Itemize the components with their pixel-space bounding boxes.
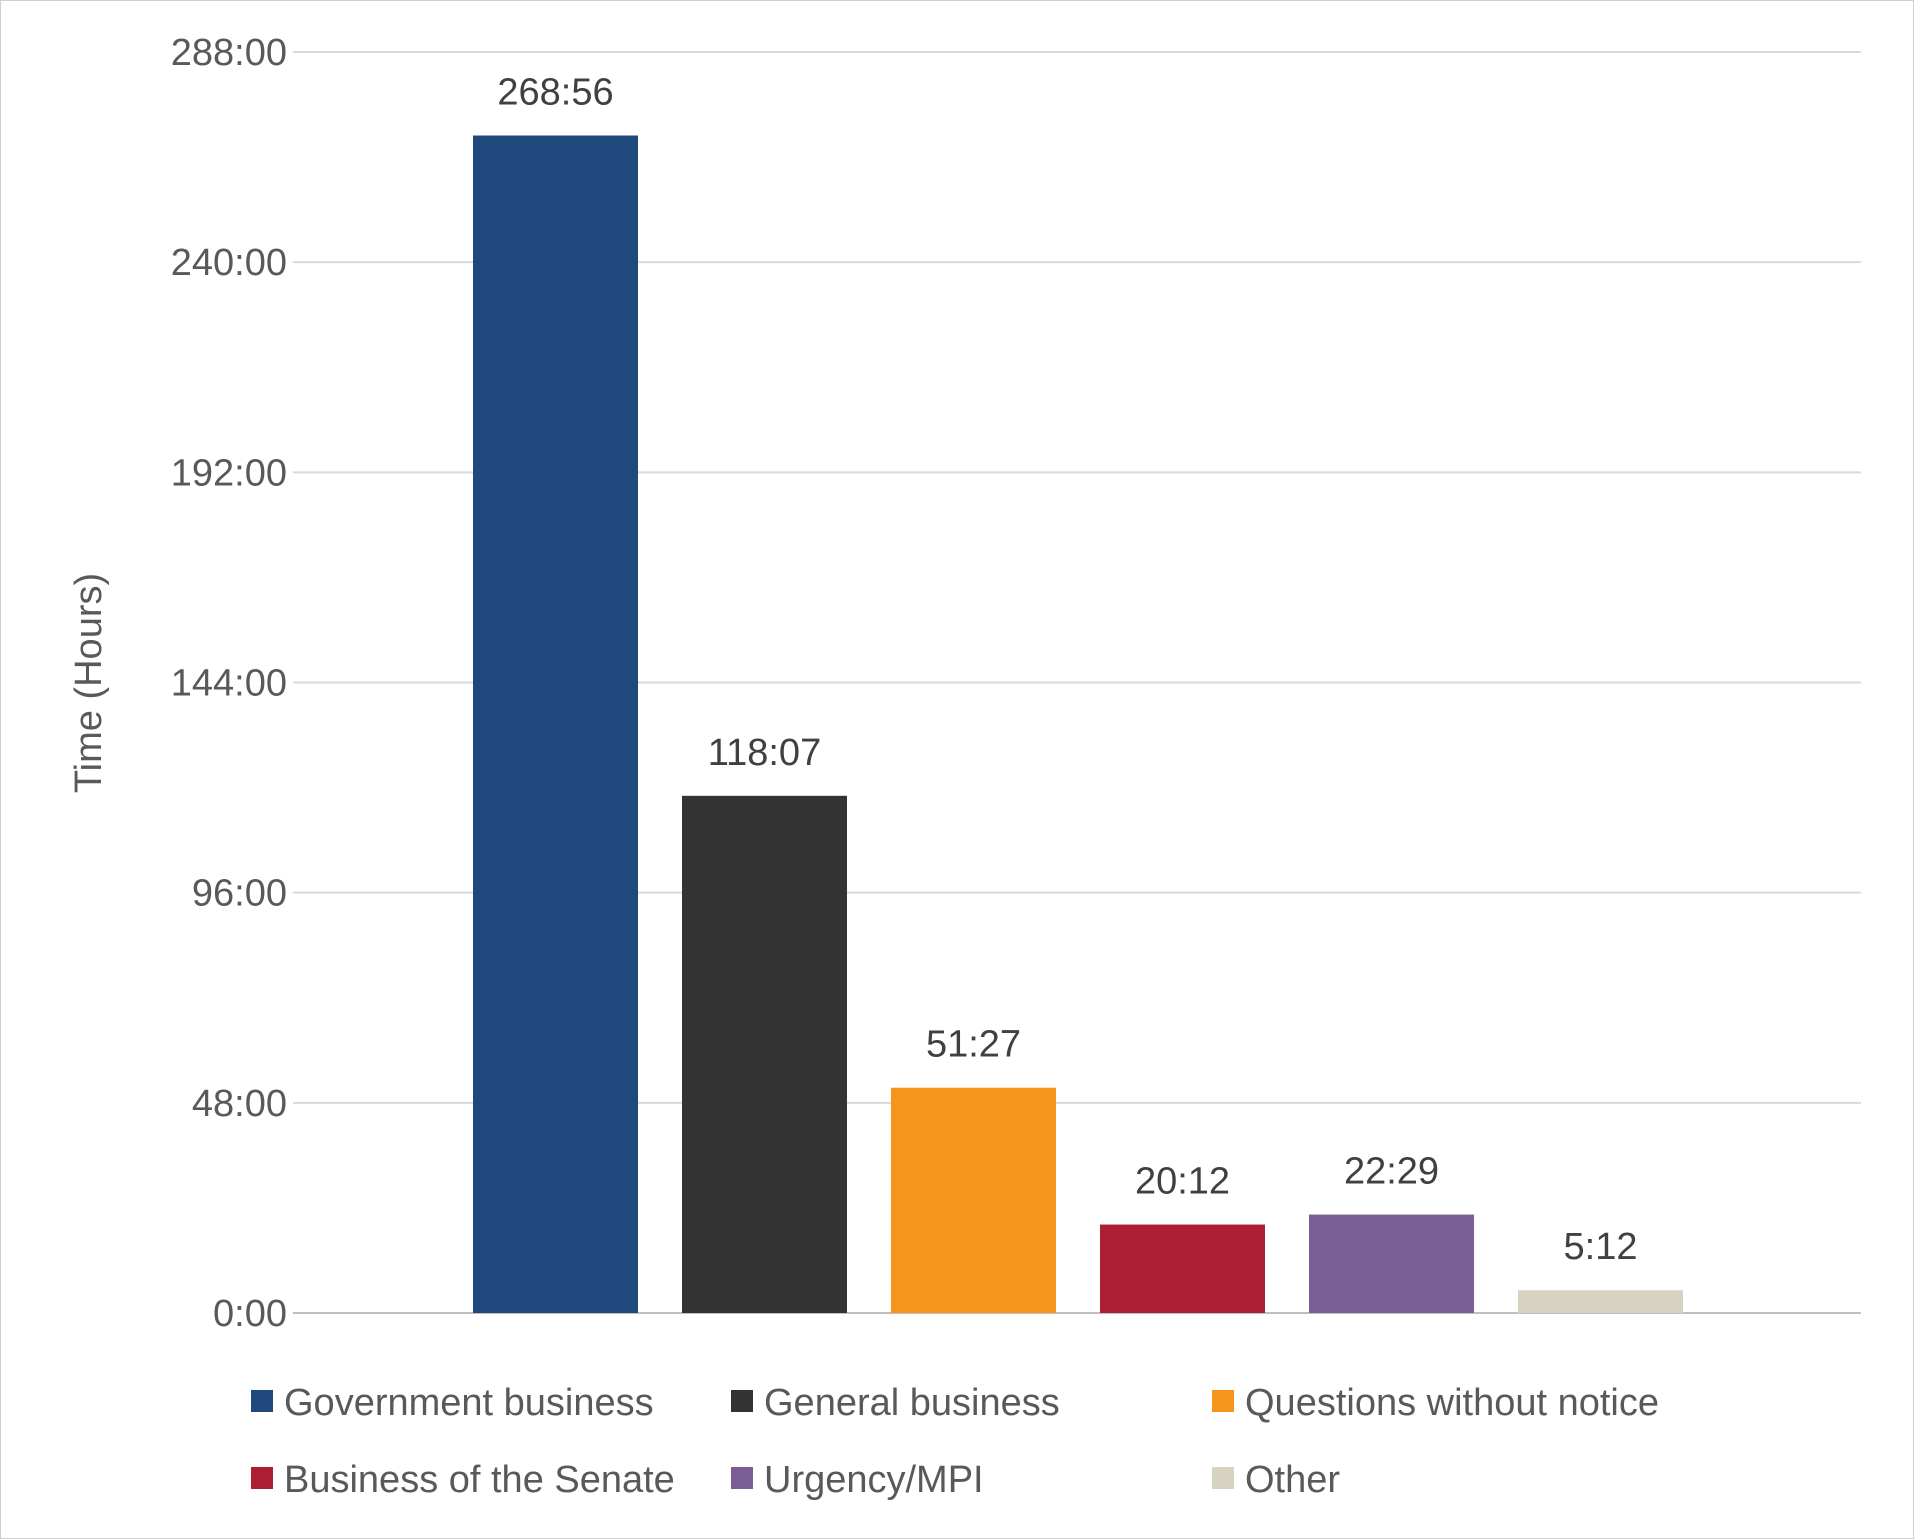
y-tick-label: 0:00 xyxy=(213,1293,287,1335)
legend-label: Urgency/MPI xyxy=(764,1459,984,1501)
bar-3 xyxy=(1100,1224,1265,1313)
y-tick-label: 192:00 xyxy=(171,452,287,494)
legend-swatch xyxy=(731,1467,753,1489)
y-tick-label: 144:00 xyxy=(171,663,287,705)
bar-5 xyxy=(1518,1290,1683,1313)
bar-1 xyxy=(682,795,847,1313)
bar-2 xyxy=(891,1087,1056,1313)
data-label: 268:56 xyxy=(497,71,613,113)
legend-label: Other xyxy=(1245,1459,1340,1501)
legend-label: Questions without notice xyxy=(1245,1382,1659,1424)
legend-label: Business of the Senate xyxy=(284,1459,675,1501)
legend-swatch xyxy=(1212,1390,1234,1412)
y-axis-ticks: 0:00 48:00 96:00 144:00 192:00 240:00 288:00 xyxy=(171,32,287,1335)
y-tick-label: 288:00 xyxy=(171,32,287,74)
y-tick-label: 96:00 xyxy=(192,873,287,915)
legend-swatch xyxy=(251,1467,273,1489)
bars xyxy=(473,135,1683,1314)
data-label: 51:27 xyxy=(926,1024,1021,1066)
bar-0 xyxy=(473,135,638,1314)
legend-label: General business xyxy=(764,1382,1060,1424)
y-axis-title: Time (Hours) xyxy=(68,573,110,793)
legend: Government business General business Quest… xyxy=(251,1382,1659,1501)
y-tick-label: 48:00 xyxy=(192,1083,287,1125)
data-label: 20:12 xyxy=(1135,1161,1230,1203)
bar-4 xyxy=(1309,1214,1474,1313)
legend-swatch xyxy=(251,1390,273,1412)
legend-label: Government business xyxy=(284,1382,654,1424)
legend-swatch xyxy=(1212,1467,1234,1489)
data-label: 22:29 xyxy=(1344,1151,1439,1193)
data-label: 118:07 xyxy=(708,732,821,774)
legend-swatch xyxy=(731,1390,753,1412)
y-tick-label: 240:00 xyxy=(171,242,287,284)
data-labels: 268:56 118:07 51:27 20:12 22:29 5:12 xyxy=(497,71,1637,1268)
data-label: 5:12 xyxy=(1564,1226,1638,1268)
